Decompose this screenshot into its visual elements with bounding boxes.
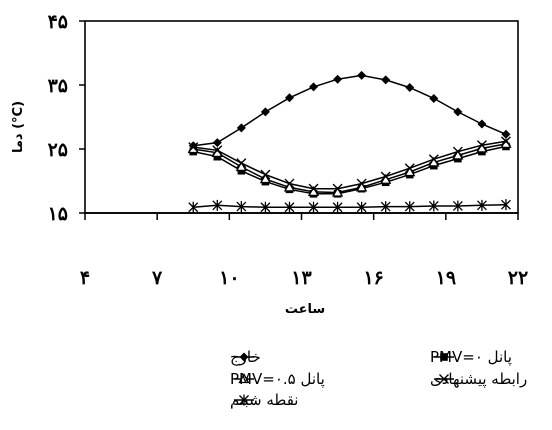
data-point xyxy=(357,70,367,80)
data-point xyxy=(309,82,319,92)
data-point xyxy=(501,129,511,139)
series-line xyxy=(193,145,507,195)
legend-label: پانل PMV=۰ xyxy=(430,348,512,367)
legend-entry: پانل PMV=۰ xyxy=(430,348,512,367)
data-point xyxy=(236,158,247,169)
data-point xyxy=(188,142,199,153)
y-tick-label: ۱۵ xyxy=(48,203,68,225)
series-line xyxy=(193,140,507,190)
legend-entry: نقطه شبنم xyxy=(230,391,298,409)
data-point xyxy=(332,183,343,194)
data-point xyxy=(428,200,439,212)
series-1 xyxy=(188,70,511,151)
y-tick-label: ۴۵ xyxy=(48,11,68,33)
series-line xyxy=(193,203,507,208)
data-point xyxy=(259,173,272,184)
data-point xyxy=(236,201,247,213)
data-point xyxy=(452,149,464,160)
data-point xyxy=(235,161,247,172)
data-point xyxy=(428,154,439,165)
data-point xyxy=(356,201,367,213)
data-point xyxy=(476,140,487,151)
series-line xyxy=(193,74,507,147)
legend: خارج پانل PMV=۰ پانل PMV=۰.۵ رابطه پیشنهادی… xyxy=(230,348,527,409)
legend-marker xyxy=(239,394,249,406)
axes xyxy=(79,20,519,220)
x-tick-label: ۱۶ xyxy=(363,267,383,289)
data-point xyxy=(452,200,463,212)
data-point xyxy=(356,181,368,192)
data-point xyxy=(380,201,391,213)
data-point xyxy=(212,138,222,148)
x-tick-label: ۱۰ xyxy=(219,267,239,289)
data-point xyxy=(356,178,367,189)
legend-marker xyxy=(440,353,448,361)
legend-label: پانل PMV=۰.۵ xyxy=(230,370,325,389)
data-point xyxy=(308,183,319,194)
legend-entry: پانل PMV=۰.۵ xyxy=(230,370,325,389)
x-tick-label: ۱۳ xyxy=(291,267,312,289)
data-point xyxy=(404,201,415,213)
legend-label: رابطه پیشنهادی xyxy=(430,370,527,389)
data-point xyxy=(212,199,223,211)
data-point xyxy=(284,93,294,103)
data-point xyxy=(332,201,343,213)
data-point xyxy=(453,107,463,117)
series-layer xyxy=(187,70,512,213)
x-tick-label: ۴ xyxy=(80,267,90,289)
data-point xyxy=(284,201,295,213)
legend-label: نقطه شبنم xyxy=(230,391,298,409)
data-point xyxy=(236,123,246,133)
data-point xyxy=(260,107,270,117)
data-point xyxy=(476,199,487,211)
data-point xyxy=(331,186,344,197)
data-point xyxy=(381,75,391,85)
data-point xyxy=(260,201,271,213)
data-point xyxy=(404,166,416,177)
data-point xyxy=(404,163,415,174)
data-point xyxy=(380,171,391,182)
legend-marker xyxy=(239,352,249,362)
data-point xyxy=(284,178,295,189)
legend-marker xyxy=(439,374,449,384)
data-point xyxy=(429,93,439,103)
data-point xyxy=(452,146,463,157)
x-tick-label: ۲۲ xyxy=(508,267,528,289)
plot-frame xyxy=(84,20,519,214)
data-point xyxy=(333,74,343,84)
x-tick-label: ۱۹ xyxy=(436,267,456,289)
x-tick-label: ۷ xyxy=(151,267,163,289)
y-tick-label: ۳۵ xyxy=(48,75,68,97)
data-point xyxy=(405,83,415,93)
data-point xyxy=(283,181,296,192)
data-point xyxy=(308,201,319,213)
legend-label: خارج xyxy=(230,348,261,367)
data-point xyxy=(188,201,199,213)
x-axis-title: ساعت xyxy=(285,302,325,317)
data-point xyxy=(501,199,511,211)
tick-labels: ۱۵ ۲۵ ۳۵ ۴۵ ۴ ۷ ۱۰ ۱۳ ۱۶ ۱۹ ۲۲ ساعت دما (°C) xyxy=(11,11,528,317)
legend-entry: رابطه پیشنهادی xyxy=(430,370,527,389)
legend-entry: خارج xyxy=(230,348,261,367)
data-point xyxy=(212,145,223,156)
data-point xyxy=(477,119,487,129)
data-point xyxy=(260,169,271,180)
legend-marker xyxy=(238,373,250,384)
series-4 xyxy=(188,136,511,194)
series-5 xyxy=(188,199,511,213)
data-point xyxy=(500,136,511,147)
y-axis-title: دما (°C) xyxy=(11,101,26,153)
y-tick-label: ۲۵ xyxy=(48,139,68,161)
